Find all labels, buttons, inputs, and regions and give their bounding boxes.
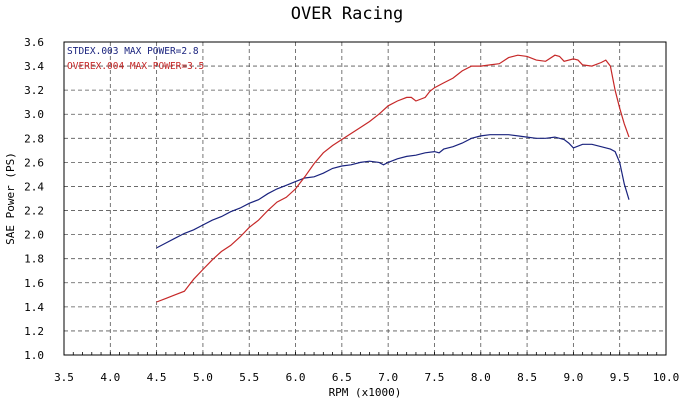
legend-entry-2: OVEREX.004 MAX POWER=3.5 — [67, 61, 204, 72]
x-axis-label: RPM (x1000) — [329, 386, 402, 399]
x-tick-label: 5.5 — [239, 371, 259, 384]
x-tick-label: 9.0 — [563, 371, 583, 384]
x-tick-label: 4.0 — [100, 371, 120, 384]
y-tick-label: 2.6 — [24, 156, 44, 169]
x-tick-label: 8.5 — [517, 371, 537, 384]
y-tick-label: 1.0 — [24, 349, 44, 362]
x-tick-labels: 3.5 4.0 4.5 5.0 5.5 6.0 6.5 7.0 7.5 8.0 8.5 9.0 9.5 1… — [54, 371, 679, 384]
grid-lines — [64, 42, 666, 355]
x-tick-label: 4.5 — [147, 371, 167, 384]
x-tick-label: 7.5 — [425, 371, 445, 384]
x-tick-label: 6.5 — [332, 371, 352, 384]
y-tick-label: 1.4 — [24, 301, 44, 314]
legend: STDEX.003 MAX POWER=2.8 OVEREX.004 MAX PO… — [67, 46, 204, 72]
x-tick-label: 7.0 — [378, 371, 398, 384]
y-tick-label: 1.8 — [24, 253, 44, 266]
y-tick-labels: 1.0 1.2 1.4 1.6 1.8 2.0 2.2 2.4 2.6 2.8 3.0 3.2 3.4 3… — [24, 36, 44, 362]
y-axis-label: SAE Power (PS) — [4, 152, 17, 245]
y-tick-label: 3.2 — [24, 84, 44, 97]
y-tick-label: 1.6 — [24, 277, 44, 290]
series-line-1 — [156, 134, 630, 249]
y-tick-label: 1.2 — [24, 325, 44, 338]
x-tick-label: 9.5 — [610, 371, 630, 384]
legend-entry-1: STDEX.003 MAX POWER=2.8 — [67, 46, 199, 57]
series-layer — [156, 54, 630, 303]
x-tick-label: 5.0 — [193, 371, 213, 384]
y-tick-label: 3.6 — [24, 36, 44, 49]
y-tick-label: 2.4 — [24, 180, 44, 193]
chart-title: OVER Racing — [290, 4, 404, 24]
plot-frame — [63, 41, 667, 356]
y-tick-label: 2.0 — [24, 229, 44, 242]
y-tick-label: 2.8 — [24, 132, 44, 145]
x-tick-label: 10.0 — [653, 371, 680, 384]
series-line-2 — [156, 54, 630, 303]
y-tick-label: 3.4 — [24, 60, 44, 73]
x-tick-label: 8.0 — [471, 371, 491, 384]
y-tick-label: 2.2 — [24, 205, 44, 218]
y-tick-label: 3.0 — [24, 108, 44, 121]
x-tick-label: 3.5 — [54, 371, 74, 384]
x-tick-label: 6.0 — [286, 371, 306, 384]
